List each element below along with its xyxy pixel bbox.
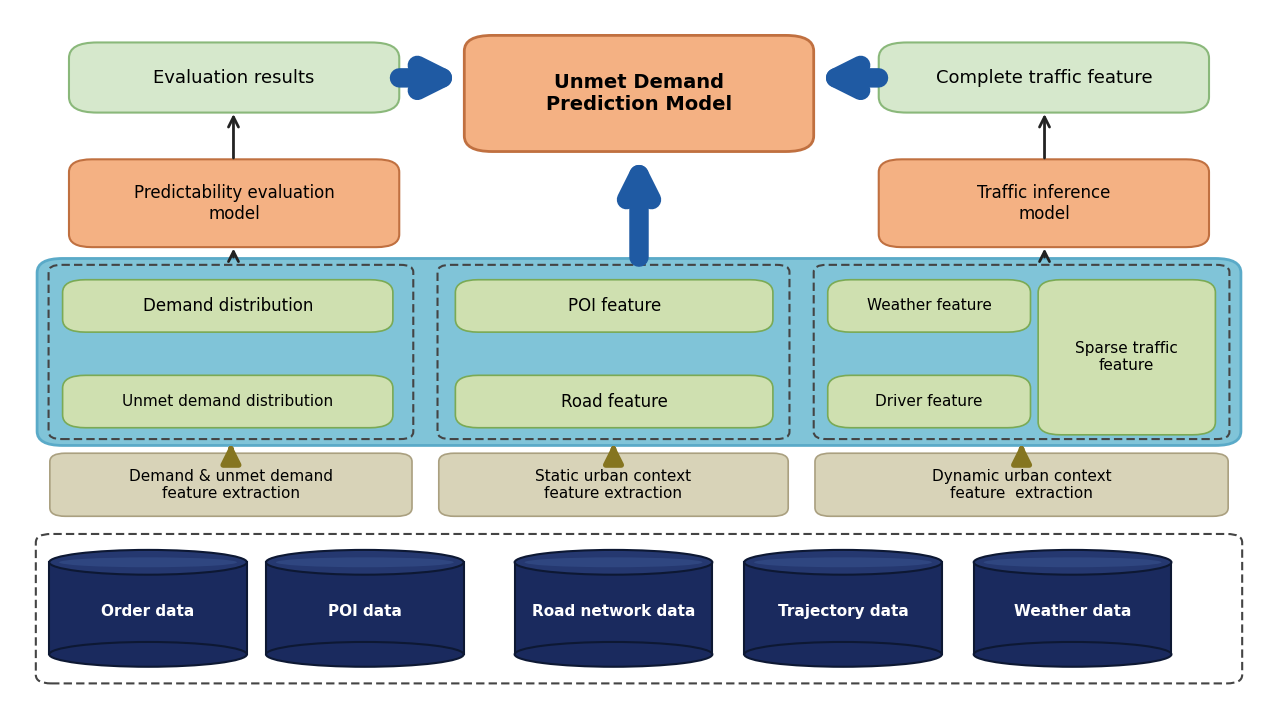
FancyBboxPatch shape	[464, 36, 814, 151]
Ellipse shape	[744, 642, 942, 667]
Text: Demand & unmet demand
feature extraction: Demand & unmet demand feature extraction	[129, 469, 334, 501]
Bar	[50, 562, 247, 654]
Ellipse shape	[744, 550, 942, 574]
Text: Unmet Demand
Prediction Model: Unmet Demand Prediction Model	[546, 73, 732, 114]
Ellipse shape	[50, 642, 247, 667]
Ellipse shape	[515, 550, 712, 574]
FancyBboxPatch shape	[455, 375, 773, 428]
FancyBboxPatch shape	[69, 43, 399, 112]
Text: Static urban context
feature extraction: Static urban context feature extraction	[535, 469, 691, 501]
Text: Weather feature: Weather feature	[866, 299, 992, 314]
Ellipse shape	[276, 557, 454, 567]
Bar	[744, 562, 942, 654]
Ellipse shape	[515, 642, 712, 667]
Text: Traffic inference
model: Traffic inference model	[978, 184, 1111, 223]
FancyBboxPatch shape	[50, 453, 412, 516]
Ellipse shape	[974, 550, 1172, 574]
Text: Order data: Order data	[101, 604, 194, 619]
FancyBboxPatch shape	[815, 453, 1228, 516]
Text: Road feature: Road feature	[561, 392, 667, 410]
Ellipse shape	[754, 557, 932, 567]
FancyBboxPatch shape	[37, 259, 1241, 446]
Bar	[515, 562, 712, 654]
Text: Unmet demand distribution: Unmet demand distribution	[123, 394, 334, 409]
Text: POI feature: POI feature	[567, 297, 661, 315]
FancyBboxPatch shape	[828, 279, 1030, 332]
Text: Predictability evaluation
model: Predictability evaluation model	[134, 184, 335, 223]
FancyBboxPatch shape	[63, 279, 392, 332]
Bar	[266, 562, 464, 654]
Ellipse shape	[524, 557, 703, 567]
FancyBboxPatch shape	[455, 279, 773, 332]
Text: Demand distribution: Demand distribution	[143, 297, 313, 315]
FancyBboxPatch shape	[879, 159, 1209, 247]
Text: Evaluation results: Evaluation results	[153, 68, 314, 87]
FancyBboxPatch shape	[1038, 279, 1215, 435]
Text: Sparse traffic
feature: Sparse traffic feature	[1075, 341, 1178, 373]
FancyBboxPatch shape	[36, 534, 1242, 683]
FancyBboxPatch shape	[828, 375, 1030, 428]
Text: Trajectory data: Trajectory data	[777, 604, 909, 619]
Text: Weather data: Weather data	[1013, 604, 1131, 619]
Ellipse shape	[266, 550, 464, 574]
Text: Driver feature: Driver feature	[875, 394, 983, 409]
Text: POI data: POI data	[328, 604, 401, 619]
Ellipse shape	[974, 642, 1172, 667]
Bar	[974, 562, 1172, 654]
Ellipse shape	[266, 642, 464, 667]
Text: Road network data: Road network data	[532, 604, 695, 619]
Ellipse shape	[50, 550, 247, 574]
Text: Complete traffic feature: Complete traffic feature	[935, 68, 1153, 87]
Ellipse shape	[59, 557, 236, 567]
Ellipse shape	[984, 557, 1162, 567]
FancyBboxPatch shape	[879, 43, 1209, 112]
Text: Dynamic urban context
feature  extraction: Dynamic urban context feature extraction	[932, 469, 1112, 501]
FancyBboxPatch shape	[63, 375, 392, 428]
FancyBboxPatch shape	[69, 159, 399, 247]
FancyBboxPatch shape	[438, 453, 789, 516]
